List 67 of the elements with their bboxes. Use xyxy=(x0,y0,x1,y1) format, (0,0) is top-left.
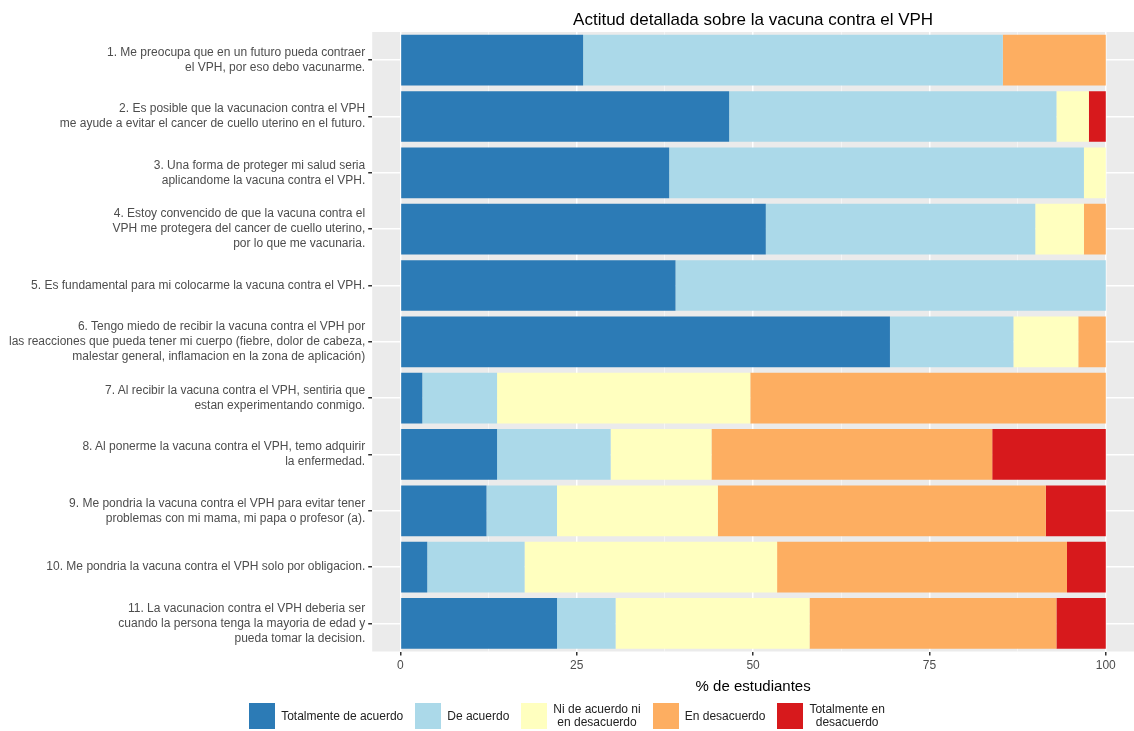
bar xyxy=(1083,147,1106,199)
bar xyxy=(1035,203,1084,255)
y-tick-label: 9. Me pondria la vacuna contra el VPH para evitar tener problemas con mi mama, mi papa o profesor (a). xyxy=(69,495,366,525)
bar xyxy=(497,372,751,424)
y-tick-label: 10. Me pondria la vacuna contra el VPH solo por obligacion. xyxy=(46,559,366,574)
bar xyxy=(1088,91,1106,142)
bar xyxy=(401,147,670,199)
bar xyxy=(427,541,525,593)
bar xyxy=(401,91,730,142)
bar xyxy=(583,34,1003,86)
legend-label: Totalmente de acuerdo xyxy=(281,708,404,723)
x-tick-label: 75 xyxy=(922,658,937,673)
bar xyxy=(675,260,1106,311)
bar xyxy=(401,429,498,480)
x-tick-label: 50 xyxy=(746,658,761,673)
y-tick-label: 6. Tengo miedo de recibir la vacuna contra el VPH por las reacciones que pueda tener mi cuerpo (fiebre, dolor de cabeza, malestar general, inflamacion en la zona de aplicación) xyxy=(9,319,366,364)
bar xyxy=(992,429,1106,480)
bar xyxy=(497,429,611,480)
bar xyxy=(422,372,498,424)
y-tick-label: 4. Estoy convencido de que la vacuna contra el VPH me protegera del cancer de cuello uterino, por lo que me vacunaria. xyxy=(112,206,366,251)
bar xyxy=(711,429,993,480)
bar xyxy=(1078,316,1106,368)
legend-label: En desacuerdo xyxy=(684,708,766,723)
bar xyxy=(1066,541,1106,593)
bar xyxy=(729,91,1057,142)
bar xyxy=(615,598,810,649)
bar xyxy=(1056,91,1089,142)
bar xyxy=(750,372,1106,424)
bar xyxy=(1013,316,1079,368)
legend-label: Totalmente en desacuerdo xyxy=(809,702,885,729)
bar xyxy=(717,485,1046,537)
bar xyxy=(524,541,778,593)
chart-title: Actitud detallada sobre la vacuna contra el VPH xyxy=(573,9,934,29)
y-tick-label: 1. Me preocupa que en un futuro pueda contraer el VPH, por eso debo vacunarme. xyxy=(107,44,366,74)
bar xyxy=(1056,598,1106,649)
y-tick-label: 8. Al ponerme la vacuna contra el VPH, temo adquirir la enfermedad. xyxy=(82,439,366,469)
bar xyxy=(401,485,487,537)
bar xyxy=(1002,34,1106,86)
x-tick-label: 100 xyxy=(1095,658,1117,673)
x-tick-label: 25 xyxy=(570,658,584,673)
bar xyxy=(486,485,558,537)
y-tick-label: 3. Una forma de proteger mi salud seria aplicandome la vacuna contra el VPH. xyxy=(153,157,366,187)
bar xyxy=(401,316,890,368)
y-tick-label: 11. La vacunacion contra el VPH deberia ser cuando la persona tenga la mayoria de edad y pueda tomar la decision. xyxy=(118,600,366,645)
x-tick-label: 0 xyxy=(397,658,405,673)
bar xyxy=(401,203,766,255)
bar xyxy=(669,147,1084,199)
y-tick-label: 7. Al recibir la vacuna contra el VPH, sentiria que estan experimentando conmigo. xyxy=(105,382,366,412)
bar xyxy=(765,203,1036,255)
bar xyxy=(777,541,1067,593)
bar xyxy=(557,485,718,537)
bar xyxy=(557,598,616,649)
bar xyxy=(809,598,1057,649)
legend-label: De acuerdo xyxy=(447,708,510,723)
bar xyxy=(1045,485,1106,537)
bar xyxy=(889,316,1014,368)
bar xyxy=(401,598,558,649)
bar xyxy=(1083,203,1106,255)
y-tick-label: 2. Es posible que la vacunacion contra el VPH me ayude a evitar el cancer de cuello uterino en el futuro. xyxy=(59,101,366,131)
legend-label: Ni de acuerdo ni en desacuerdo xyxy=(553,702,641,729)
y-tick-label: 5. Es fundamental para mi colocarme la vacuna contra el VPH. xyxy=(31,277,366,292)
bar xyxy=(401,34,584,86)
bar xyxy=(401,541,428,593)
bar xyxy=(401,372,423,424)
bar xyxy=(610,429,712,480)
x-axis-title: % de estudiantes xyxy=(695,677,811,695)
bar xyxy=(401,260,676,311)
